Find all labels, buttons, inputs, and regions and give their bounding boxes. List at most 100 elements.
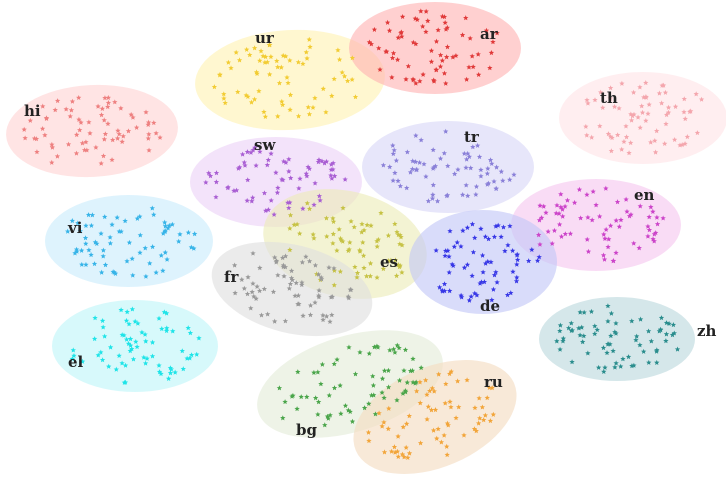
point-ar — [417, 78, 423, 84]
point-ru — [386, 405, 392, 411]
point-tr — [430, 147, 436, 153]
point-vi — [147, 260, 153, 266]
point-es — [311, 235, 317, 241]
point-ar — [488, 50, 495, 56]
point-en — [559, 206, 566, 212]
point-sw — [312, 180, 318, 186]
point-en — [597, 213, 603, 219]
point-hi — [105, 100, 112, 106]
point-fr — [281, 273, 287, 279]
point-sw — [239, 151, 246, 157]
point-bg — [391, 346, 397, 352]
point-ar — [470, 64, 476, 70]
point-en — [556, 221, 563, 227]
point-ar — [442, 20, 448, 26]
point-en — [618, 217, 624, 223]
point-el — [194, 351, 200, 357]
point-th — [607, 85, 614, 91]
point-ru — [414, 388, 420, 394]
point-es — [330, 240, 336, 246]
point-zh — [554, 338, 560, 344]
point-zh — [605, 341, 611, 347]
point-ru — [461, 432, 467, 438]
point-en — [631, 240, 637, 246]
point-th — [645, 110, 651, 116]
point-sw — [274, 189, 281, 195]
point-ru — [477, 415, 483, 421]
point-vi — [86, 247, 92, 253]
point-ar — [420, 71, 426, 77]
point-ru — [473, 428, 479, 434]
point-th — [662, 141, 668, 147]
point-ur — [217, 71, 223, 77]
point-zh — [613, 320, 619, 326]
point-fr — [244, 291, 251, 297]
point-fr — [299, 279, 305, 285]
point-ru — [479, 404, 486, 410]
point-tr — [410, 158, 416, 164]
point-vi — [65, 228, 71, 234]
point-fr — [316, 287, 322, 293]
point-es — [357, 247, 363, 253]
point-en — [584, 191, 590, 197]
point-ur — [251, 96, 258, 102]
point-vi — [110, 269, 116, 275]
point-sw — [316, 157, 322, 163]
point-bg — [394, 342, 400, 348]
point-ur — [261, 109, 267, 115]
point-de — [494, 279, 500, 285]
point-de — [446, 253, 452, 259]
point-de — [509, 247, 516, 254]
point-fr — [327, 318, 333, 324]
point-ur — [228, 65, 234, 71]
point-bg — [372, 411, 379, 417]
point-zh — [637, 342, 643, 348]
point-bg — [312, 395, 319, 401]
point-hi — [74, 132, 80, 138]
point-sw — [285, 199, 291, 206]
point-tr — [413, 132, 419, 138]
point-bg — [361, 405, 368, 411]
point-sw — [233, 187, 240, 193]
point-ar — [384, 19, 391, 25]
point-el — [188, 352, 195, 358]
point-zh — [625, 354, 632, 360]
point-zh — [618, 363, 624, 369]
point-el — [180, 366, 186, 372]
point-bg — [331, 385, 338, 391]
point-ur — [279, 98, 285, 104]
point-sw — [257, 148, 263, 154]
point-sw — [249, 198, 255, 204]
point-vi — [137, 232, 143, 238]
point-th — [688, 108, 694, 114]
point-el — [100, 324, 106, 330]
cluster-ellipse-fr — [211, 241, 373, 337]
point-vi — [85, 212, 92, 218]
point-ar — [437, 63, 444, 69]
point-tr — [498, 168, 504, 174]
point-sw — [275, 185, 281, 191]
point-de — [508, 290, 514, 296]
point-ar — [459, 32, 466, 38]
point-tr — [429, 195, 436, 201]
point-el — [133, 338, 139, 345]
point-sw — [342, 176, 348, 182]
point-fr — [329, 312, 335, 318]
point-ar — [390, 50, 397, 56]
point-vi — [191, 231, 198, 237]
point-sw — [237, 164, 243, 170]
point-fr — [258, 312, 265, 318]
point-bg — [370, 373, 376, 379]
point-fr — [315, 271, 322, 277]
point-th — [583, 123, 589, 129]
point-ru — [365, 429, 372, 435]
point-sw — [213, 194, 219, 200]
point-fr — [253, 295, 259, 301]
point-en — [562, 203, 568, 209]
point-zh — [576, 325, 582, 331]
point-sw — [319, 158, 325, 164]
point-vi — [78, 247, 85, 253]
point-ur — [306, 36, 312, 42]
point-ar — [441, 70, 448, 76]
point-bg — [304, 394, 310, 400]
